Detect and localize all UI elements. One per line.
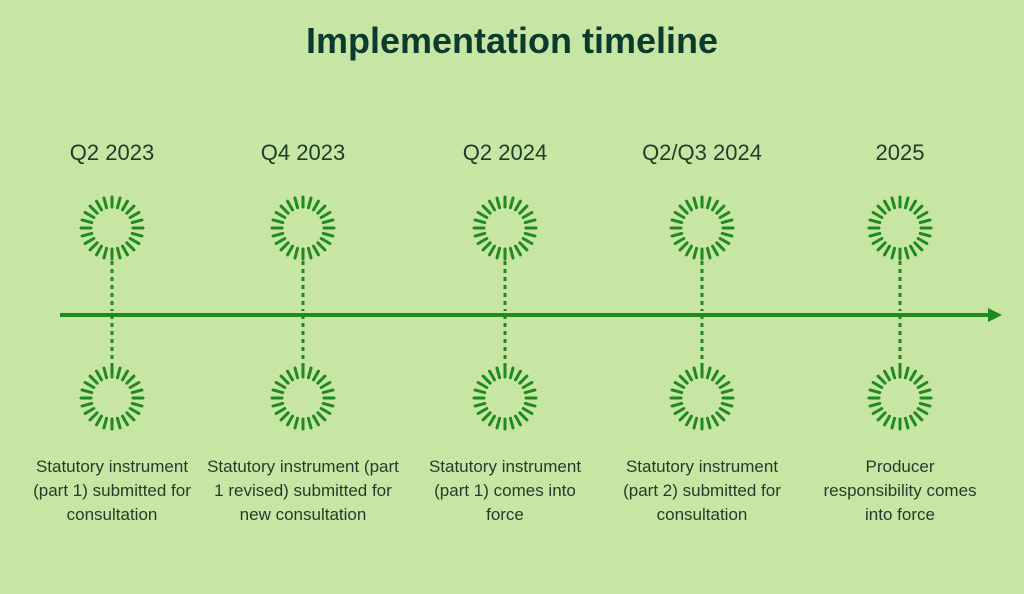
connector-line <box>502 253 508 311</box>
burst-marker-icon <box>263 358 343 438</box>
timeline-canvas: Implementation timeline Q2 2023 Statutory… <box>0 0 1024 594</box>
burst-marker-icon <box>860 358 940 438</box>
axis-arrowhead-icon <box>988 308 1002 322</box>
timeline-description: Statutory instrument (part 1) comes into… <box>420 455 590 526</box>
timeline-date: Q2/Q3 2024 <box>642 140 762 166</box>
connector-line <box>109 253 115 311</box>
timeline-description: Statutory instrument (part 1) submitted … <box>27 455 197 526</box>
timeline-description: Statutory instrument (part 2) submitted … <box>617 455 787 526</box>
burst-marker-icon <box>662 358 742 438</box>
burst-marker-icon <box>465 358 545 438</box>
timeline-axis <box>60 313 990 317</box>
timeline-date: Q2 2023 <box>70 140 154 166</box>
timeline-date: 2025 <box>876 140 925 166</box>
connector-line <box>897 253 903 311</box>
timeline-date: Q2 2024 <box>463 140 547 166</box>
page-title: Implementation timeline <box>0 20 1024 62</box>
burst-marker-icon <box>72 358 152 438</box>
connector-line <box>300 253 306 311</box>
timeline-description: Producer responsibility comes into force <box>815 455 985 526</box>
timeline-date: Q4 2023 <box>261 140 345 166</box>
timeline-description: Statutory instrument (part 1 revised) su… <box>203 455 403 526</box>
connector-line <box>699 253 705 311</box>
